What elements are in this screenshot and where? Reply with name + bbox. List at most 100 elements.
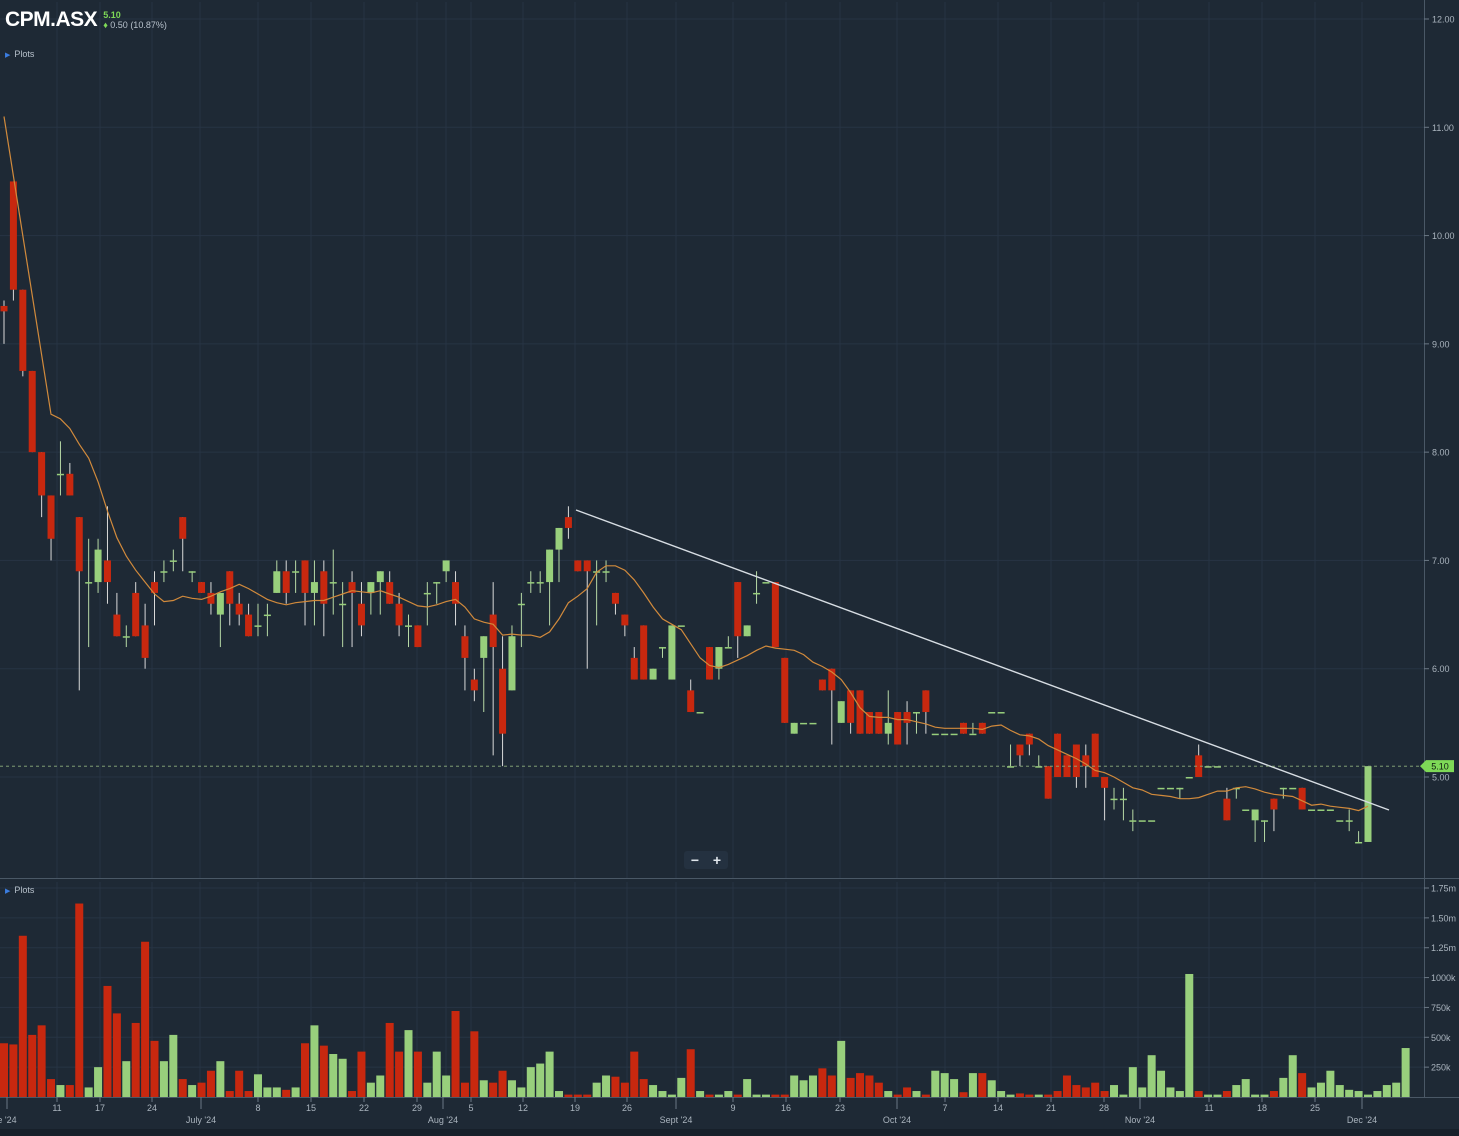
volume-bar <box>846 1077 855 1097</box>
candle-body <box>753 592 761 595</box>
volume-bar <box>1232 1085 1241 1097</box>
candle-body <box>894 712 902 745</box>
price-tick-label: 5.00 <box>1432 773 1450 783</box>
volume-bar <box>1034 1094 1043 1097</box>
candle-body <box>216 592 224 615</box>
volume-bar <box>188 1085 197 1097</box>
zoom-in-button[interactable]: + <box>712 852 722 868</box>
current-price-tag <box>1420 760 1454 773</box>
volume-bar <box>790 1075 799 1097</box>
candle-body <box>837 701 845 723</box>
trendline <box>575 509 1390 811</box>
volume-bar <box>1072 1085 1081 1097</box>
month-tick-label: Oct '24 <box>883 1115 911 1125</box>
volume-bar <box>611 1076 620 1097</box>
day-tick-label: 7 <box>942 1103 947 1113</box>
day-tick-label: 23 <box>835 1103 845 1113</box>
volume-plots-toggle[interactable]: ▶ Plots <box>5 885 34 895</box>
candle-body <box>1119 798 1127 801</box>
volume-bar <box>498 1070 507 1097</box>
volume-bar <box>1204 1094 1213 1097</box>
volume-bar <box>460 1082 469 1097</box>
day-tick-label: 25 <box>1310 1103 1320 1113</box>
candle-body <box>339 603 347 606</box>
volume-bar <box>658 1091 667 1097</box>
candle-body <box>621 614 629 626</box>
volume-bar <box>1373 1091 1382 1097</box>
volume-bar <box>987 1080 996 1097</box>
candle-body <box>122 636 130 638</box>
candle-body <box>912 712 920 714</box>
zoom-out-button[interactable]: − <box>690 852 700 868</box>
volume-bar <box>404 1030 413 1097</box>
candle-body <box>376 571 384 583</box>
candle-body <box>809 722 817 725</box>
candle-body <box>771 582 779 648</box>
volume-bar <box>310 1025 319 1097</box>
volume-bar <box>1100 1091 1109 1097</box>
volume-bar <box>329 1054 338 1097</box>
day-tick-label: 28 <box>1099 1103 1109 1113</box>
volume-bar <box>395 1051 404 1097</box>
candle-body <box>292 571 300 573</box>
candle-body <box>1072 744 1080 777</box>
volume-bar <box>865 1075 874 1097</box>
volume-bar <box>940 1073 949 1097</box>
candle-body <box>1317 809 1325 811</box>
candle-body <box>715 647 723 669</box>
volume-bar <box>1166 1087 1175 1097</box>
candle-body <box>564 517 572 528</box>
candle-body <box>1270 798 1278 810</box>
candle-body <box>1091 733 1099 777</box>
volume-bar <box>799 1080 808 1097</box>
volume-tick-label: 1.50m <box>1431 913 1456 923</box>
volume-tick-label: 1.25m <box>1431 943 1456 953</box>
day-tick-label: 22 <box>359 1103 369 1113</box>
day-tick-label: 14 <box>993 1103 1003 1113</box>
candle-body <box>1101 777 1109 788</box>
candle-body <box>94 549 102 583</box>
volume-bar <box>225 1091 234 1097</box>
month-tick-label: Sept '24 <box>660 1115 693 1125</box>
volume-bar <box>37 1025 46 1097</box>
moving-average-line <box>3 116 1369 812</box>
volume-bar <box>1044 1094 1053 1097</box>
volume-bar <box>112 1013 121 1097</box>
candle-body <box>658 647 666 649</box>
candle-body <box>527 582 535 584</box>
candle-body <box>367 582 375 593</box>
day-tick-label: 26 <box>622 1103 632 1113</box>
candle-body <box>1289 787 1297 790</box>
volume-bar <box>1213 1094 1222 1097</box>
volume-bar <box>150 1040 159 1097</box>
volume-bar <box>489 1082 498 1097</box>
volume-bar <box>413 1051 422 1097</box>
volume-bar <box>1091 1082 1100 1097</box>
volume-bar <box>997 1091 1006 1097</box>
day-tick-label: 15 <box>306 1103 316 1113</box>
volume-bar <box>649 1085 658 1097</box>
volume-bar <box>47 1079 56 1097</box>
candle-body <box>1082 755 1090 767</box>
price-plots-toggle[interactable]: ▶ Plots <box>5 49 34 59</box>
candle-body <box>997 712 1005 714</box>
volume-bar <box>1364 1094 1372 1097</box>
day-tick-label: 8 <box>255 1103 260 1113</box>
volume-bar <box>272 1087 281 1097</box>
zoom-controls: − + <box>684 851 728 869</box>
volume-bar <box>131 1022 140 1097</box>
volume-bar <box>555 1091 564 1097</box>
candle-body <box>320 571 328 604</box>
candle-body <box>555 527 563 550</box>
candle-body <box>847 690 855 723</box>
volume-bar <box>1392 1082 1401 1097</box>
volume-bar <box>169 1034 178 1097</box>
day-tick-label: 29 <box>412 1103 422 1113</box>
volume-tick-label: 250k <box>1431 1063 1451 1073</box>
day-tick-label: 11 <box>52 1103 61 1113</box>
day-tick-label: 5 <box>468 1103 473 1113</box>
candle-body <box>329 582 337 584</box>
candle-body <box>1063 755 1071 777</box>
volume-bar <box>1157 1070 1166 1097</box>
day-tick-label: 16 <box>781 1103 791 1113</box>
